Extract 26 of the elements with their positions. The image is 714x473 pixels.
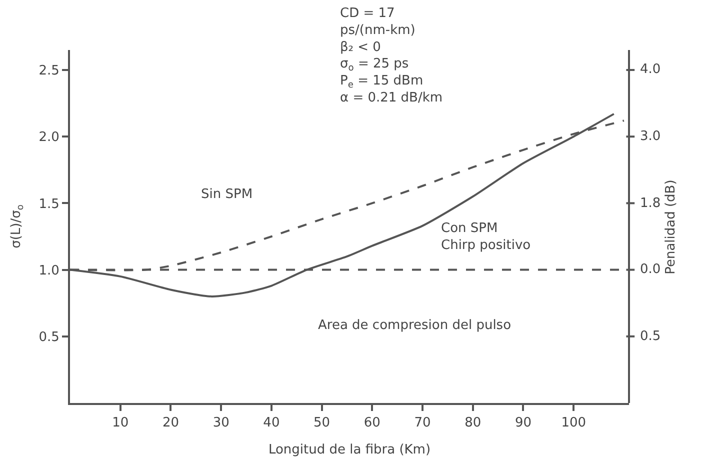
annotation: Con SPM Chirp positivo <box>441 221 531 253</box>
x-tick-label: 60 <box>364 416 380 431</box>
y-tick-label: 2.5 <box>38 64 60 79</box>
y-tick-label: 0.5 <box>38 330 60 345</box>
x-tick-label: 100 <box>561 416 586 431</box>
x-tick-label: 80 <box>464 416 482 431</box>
x-tick-label: 90 <box>514 416 532 431</box>
text: 1.8 <box>640 196 661 211</box>
x-tick-label: 50 <box>314 416 330 431</box>
annotation: Sin SPM <box>201 187 253 202</box>
x-axis-title: Longitud de la fibra (Km) <box>268 442 431 458</box>
x-tick-label: 10 <box>112 416 129 431</box>
y-tick-label: 1.0 <box>38 263 60 278</box>
text: 0.0 <box>640 262 661 277</box>
x-tick-label: 70 <box>414 416 431 431</box>
annotation: Area de compresion del pulso <box>318 318 512 333</box>
text: CD = 17 ps/(nm-km) β₂ < 0 σ$_{o}$ = 25 ps P$_{e}$ = 15 dBm α = 0.21 dB/km <box>340 6 443 106</box>
x-tick-label: 40 <box>263 416 280 431</box>
x-tick-label: 20 <box>162 416 179 431</box>
x-tick-label: 30 <box>212 416 230 431</box>
y2-axis-title: Penalidad (dB) <box>663 180 678 274</box>
text: 4.0 <box>640 62 661 77</box>
text: 3.0 <box>640 129 661 144</box>
y-tick-label: 1.5 <box>38 196 60 212</box>
text: 0.5 <box>640 329 661 344</box>
y-tick-label: 2.0 <box>38 130 60 146</box>
